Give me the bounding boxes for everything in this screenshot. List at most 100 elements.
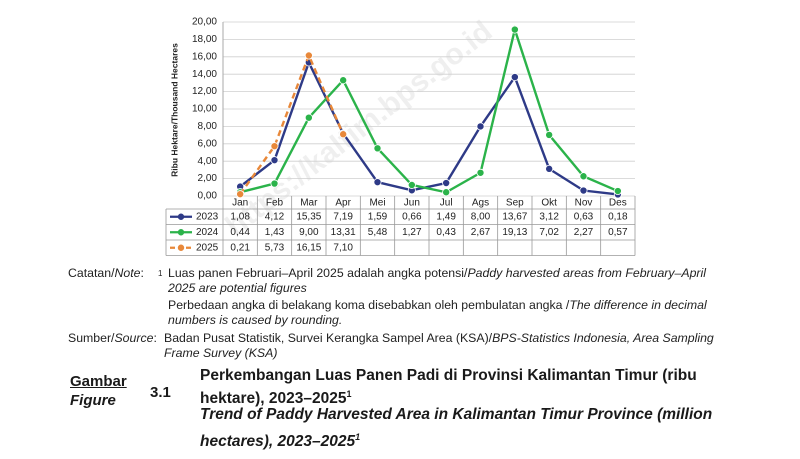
footnote-mark: 1 (355, 432, 361, 442)
y-tick-label: 18,00 (192, 34, 217, 45)
x-tick-label: Feb (266, 198, 284, 209)
legend-marker (177, 213, 185, 220)
point (304, 51, 313, 60)
source-label: Sumber/Source: (68, 331, 157, 345)
legend-label: 2025 (196, 242, 219, 253)
point (442, 188, 451, 197)
caption-title: Perkembangan Luas Panen Padi di Provinsi… (200, 367, 720, 408)
series-line (239, 25, 619, 194)
point (442, 179, 451, 188)
x-tick-label: Jul (440, 198, 453, 209)
text: Source (114, 331, 154, 345)
caption-label: Gambar (70, 373, 127, 390)
value-label: 1,49 (436, 211, 456, 222)
value-label: 0,21 (230, 242, 250, 253)
value-label: 5,73 (265, 242, 285, 253)
legend-label: 2024 (196, 227, 219, 238)
caption-label-en: Figure (70, 392, 116, 409)
y-tick-label: 6,00 (198, 138, 218, 149)
text: Perkembangan Luas Panen Padi di Provinsi… (200, 367, 697, 408)
y-tick-label: 8,00 (198, 121, 218, 132)
note-2: Perbedaan angka di belakang koma disebab… (168, 298, 728, 328)
value-label: 19,13 (502, 227, 527, 238)
point (373, 178, 382, 187)
text: Perbedaan angka di belakang koma disebab… (168, 298, 570, 312)
legend-label: 2023 (196, 211, 219, 222)
value-label: 7,19 (333, 211, 353, 222)
value-label: 15,35 (296, 211, 321, 222)
point (579, 172, 588, 181)
point (270, 179, 279, 188)
value-label: 0,66 (402, 211, 422, 222)
text: Sumber/ (68, 331, 115, 345)
series-line (239, 59, 618, 196)
x-tick-label: Apr (335, 198, 351, 209)
source: Badan Pusat Statistik, Survei Kerangka S… (164, 331, 724, 361)
point (476, 122, 485, 131)
legend-marker (177, 244, 185, 251)
point (613, 187, 622, 196)
x-tick-label: Mar (300, 198, 318, 209)
y-tick-label: 20,00 (192, 17, 217, 28)
value-label: 0,43 (436, 227, 456, 238)
x-tick-label: Jun (404, 198, 420, 209)
value-label: 5,48 (368, 227, 388, 238)
chart: Ribu Hektare/Thousand Hectares https://k… (165, 15, 636, 256)
value-label: 16,15 (296, 242, 321, 253)
text: Trend of Paddy Harvested Area in Kaliman… (200, 406, 713, 451)
point (236, 190, 245, 199)
caption-number: 3.1 (150, 384, 171, 401)
y-tick-label: 0,00 (198, 191, 218, 202)
x-tick-label: Sep (506, 198, 524, 209)
point (510, 73, 519, 82)
value-label: 9,00 (299, 227, 319, 238)
y-tick-label: 4,00 (198, 156, 218, 167)
point (304, 113, 313, 122)
value-label: 3,12 (539, 211, 559, 222)
footnote-mark: 1 (158, 269, 163, 278)
point (545, 130, 554, 139)
value-label: 0,44 (230, 227, 250, 238)
point (510, 25, 519, 34)
value-label: 0,18 (608, 211, 628, 222)
value-label: 13,31 (331, 227, 356, 238)
point (270, 156, 279, 165)
text: Note (114, 266, 141, 280)
value-label: 2,27 (574, 227, 594, 238)
x-tick-label: Nov (575, 198, 593, 209)
x-tick-label: Des (609, 198, 627, 209)
x-tick-label: Jan (232, 198, 248, 209)
point (339, 76, 348, 85)
y-tick-label: 16,00 (192, 51, 217, 62)
text: Catatan/ (68, 266, 115, 280)
value-label: 8,00 (471, 211, 491, 222)
x-tick-label: Okt (541, 198, 557, 209)
x-tick-label: Mei (369, 198, 385, 209)
point (545, 164, 554, 173)
value-label: 2,67 (471, 227, 491, 238)
y-tick-label: 14,00 (192, 69, 217, 80)
value-label: 1,27 (402, 227, 422, 238)
point (339, 130, 348, 139)
point (270, 142, 279, 151)
y-axis-label: Ribu Hektare/Thousand Hectares (169, 43, 179, 177)
text: Luas panen Februari–April 2025 adalah an… (168, 266, 468, 280)
text: Paddy harvested areas from February–Apri… (168, 266, 706, 295)
caption-title-en: Trend of Paddy Harvested Area in Kaliman… (200, 404, 720, 453)
value-label: 7,10 (333, 242, 353, 253)
value-label: 1,08 (230, 211, 250, 222)
value-label: 4,12 (265, 211, 285, 222)
y-tick-label: 10,00 (192, 104, 217, 115)
value-label: 13,67 (502, 211, 527, 222)
text: The difference in decimal numbers is cau… (168, 298, 707, 327)
text: BPS-Statistics Indonesia, Area Sampling … (164, 331, 714, 360)
y-tick-label: 2,00 (198, 173, 218, 184)
value-label: 0,63 (574, 211, 594, 222)
legend-marker (177, 229, 185, 236)
point (579, 186, 588, 195)
x-tick-label: Ags (472, 198, 489, 209)
value-label: 0,57 (608, 227, 628, 238)
point (373, 144, 382, 153)
value-label: 1,59 (368, 211, 388, 222)
